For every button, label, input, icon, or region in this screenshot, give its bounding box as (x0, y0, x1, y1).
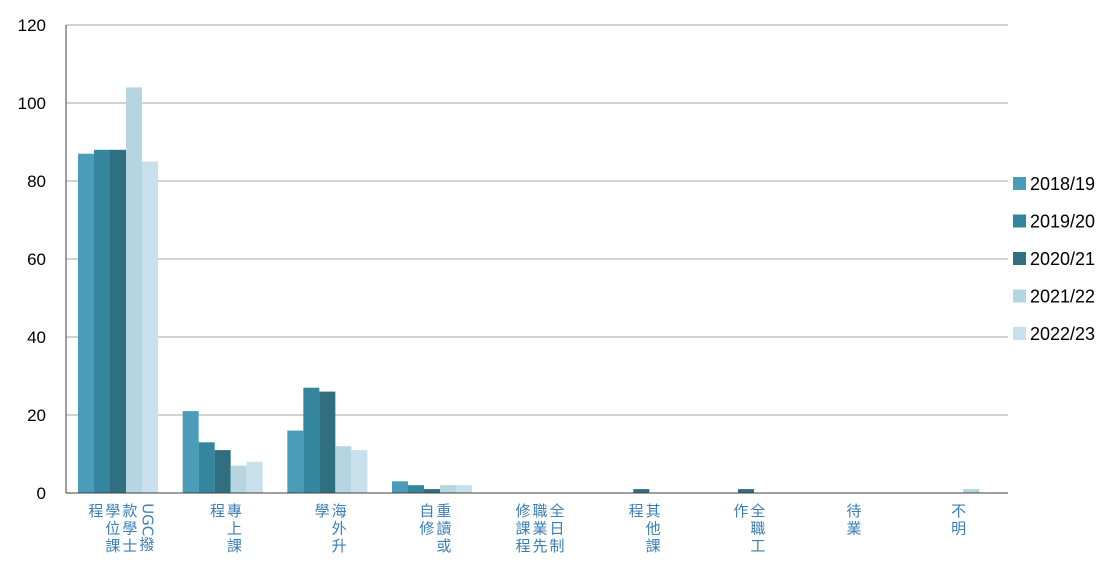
category-label-char: 學 (122, 520, 137, 538)
category-label-char: 課 (105, 537, 120, 555)
category-label-char: 課 (227, 537, 242, 555)
legend-label: 2018/19 (1030, 174, 1095, 194)
category-label-text: UGC (138, 503, 156, 536)
category-label-char: 程 (88, 502, 103, 520)
bar (303, 387, 320, 493)
category-label-char: 明 (951, 520, 966, 538)
category-label-char: 不 (951, 502, 966, 520)
bar (351, 450, 368, 493)
category-label-char: 修 (419, 520, 434, 538)
category-label-char: 學 (105, 502, 120, 520)
category-label-char: 其 (646, 502, 661, 520)
y-tick-label: 40 (27, 328, 46, 347)
bar (633, 489, 650, 493)
bar (182, 411, 199, 493)
bar (78, 153, 94, 493)
category-label-char: 業 (846, 520, 861, 538)
category-label-char: 先 (532, 537, 547, 555)
category-label: 待業 (846, 502, 861, 538)
legend-swatch (1013, 327, 1026, 340)
bar (230, 465, 247, 493)
bar (142, 161, 158, 493)
category-label-char: 制 (549, 537, 564, 555)
category-label-char: 日 (549, 520, 564, 538)
category-label-char: 全 (750, 502, 765, 520)
bar (440, 485, 456, 493)
category-label-char: 重 (436, 502, 451, 520)
y-tick-label: 0 (37, 484, 46, 503)
category-label-char: 自 (419, 502, 434, 520)
bar (126, 87, 142, 494)
category-label-char: 士 (122, 537, 137, 555)
category-label-char: 業 (532, 520, 547, 538)
category-label-char: 讀 (436, 520, 451, 538)
legend-swatch (1013, 214, 1026, 228)
category-label-char: 修 (515, 502, 530, 520)
category-label-char: 上 (227, 520, 242, 538)
category-label-char: 待 (846, 502, 861, 520)
category-label-char: 課 (515, 520, 530, 538)
y-tick-label: 80 (27, 172, 46, 191)
y-tick-label: 20 (27, 406, 46, 425)
legend-swatch (1013, 252, 1026, 265)
bar (198, 442, 215, 493)
category-label-char: 海 (332, 502, 347, 520)
bar (408, 485, 424, 493)
category-label-char: 職 (750, 520, 765, 538)
legend-label: 2020/21 (1030, 249, 1095, 269)
bar (110, 149, 126, 494)
category-label-char: 或 (436, 537, 451, 555)
legend-swatch (1013, 289, 1026, 303)
category-label-char: 外 (332, 520, 347, 538)
category-label: 不明 (951, 502, 966, 538)
category-label-char: 職 (532, 502, 547, 520)
category-label-char: 位 (105, 520, 120, 538)
legend-label: 2021/22 (1030, 287, 1095, 307)
legend-swatch (1013, 177, 1026, 190)
bar (424, 489, 440, 493)
category-label-char: 他 (646, 520, 661, 538)
bar (214, 450, 231, 493)
bar (963, 489, 980, 493)
bar (287, 430, 304, 493)
category-label-char: 學 (315, 502, 330, 520)
category-label-char: 全 (549, 502, 564, 520)
y-tick-label: 120 (18, 16, 46, 35)
category-label-char: 升 (332, 537, 347, 555)
bar (94, 149, 110, 494)
legend-label: 2019/20 (1030, 212, 1095, 232)
category-label-char: 課 (646, 537, 661, 555)
legend-label: 2022/23 (1030, 324, 1095, 344)
category-label-char: 程 (629, 502, 644, 520)
bar (738, 489, 754, 493)
bar (319, 391, 336, 493)
y-tick-label: 100 (18, 94, 46, 113)
category-label-char: 撥 (139, 536, 154, 554)
category-label-char: 程 (210, 502, 225, 520)
bar (335, 446, 352, 493)
category-label-char: 款 (122, 502, 137, 520)
bar (246, 461, 263, 493)
category-label-char: 作 (733, 502, 748, 520)
y-tick-label: 60 (27, 250, 46, 269)
category-label-char: 程 (515, 537, 530, 555)
bar (392, 481, 408, 493)
category-label-char: 工 (750, 537, 765, 555)
bar (456, 485, 472, 493)
category-label-char: 專 (227, 502, 242, 520)
